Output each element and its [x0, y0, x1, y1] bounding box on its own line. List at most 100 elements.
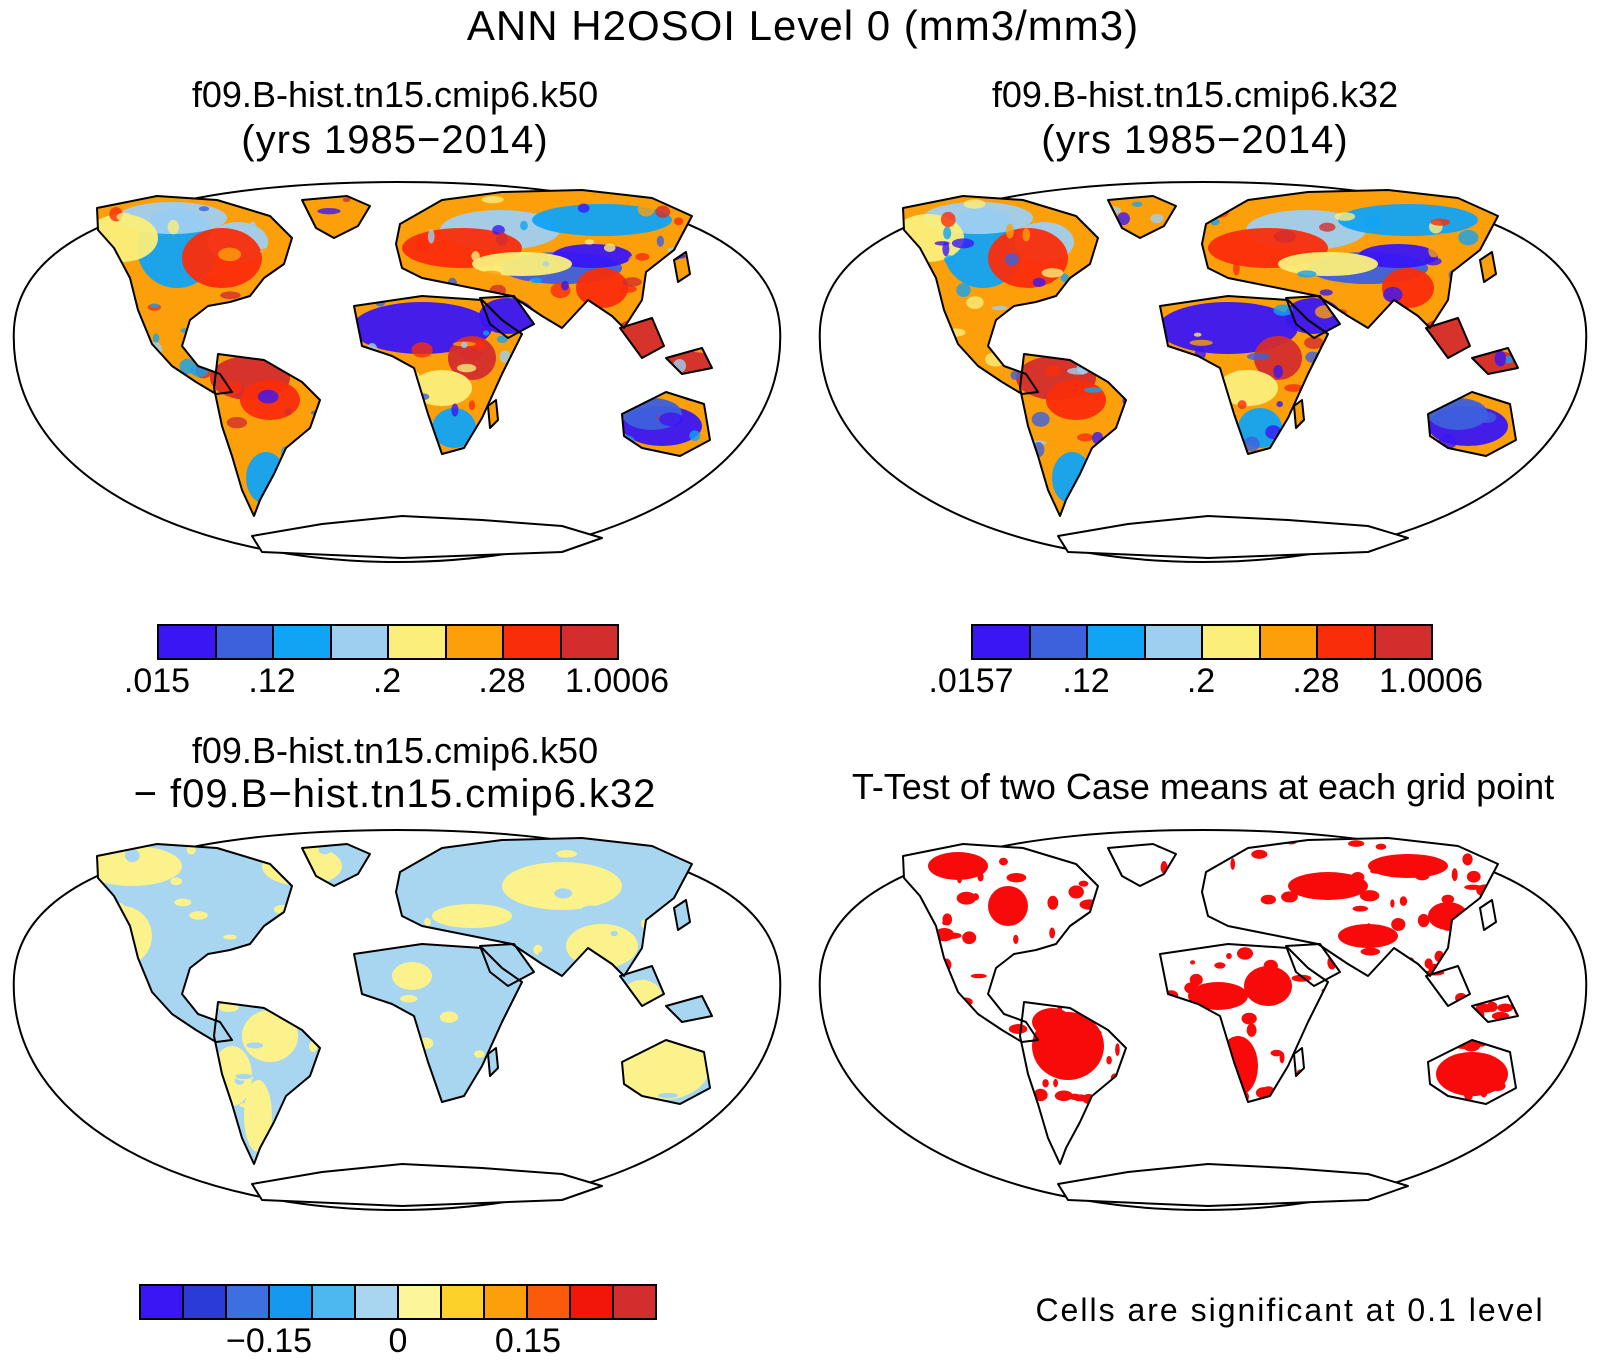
coastline-arabia [1285, 943, 1341, 987]
panel4-title: T-Test of two Case means at each grid po… [851, 766, 1555, 807]
colorbar-swatch [528, 1286, 571, 1318]
colorbar-tick-label: 0 [388, 1322, 408, 1360]
colorbar-tick-label: −0.15 [225, 1322, 313, 1360]
colorbar-swatch [356, 1286, 399, 1318]
coastline-australia [1427, 1039, 1517, 1105]
colorbar-swatch [614, 1286, 655, 1318]
colorbar-swatch [1203, 626, 1261, 658]
colorbar-swatch [571, 1286, 614, 1318]
coastline-antarctica [251, 1163, 603, 1207]
coastline-africa [1159, 295, 1329, 455]
colorbar-swatch [446, 626, 504, 658]
coastline-samerica [213, 353, 321, 517]
coastline-namerica [902, 195, 1099, 395]
coastline-samerica [1019, 1001, 1127, 1165]
panel3-map [12, 828, 782, 1212]
panel2-title: f09.B-hist.tn15.cmip6.k32 [991, 74, 1399, 115]
panel1-subtitle: (yrs 1985−2014) [241, 118, 549, 162]
coastline-sea1 [1425, 317, 1471, 359]
coastline-greenland [1107, 195, 1177, 239]
coastline-eurasia [395, 189, 693, 329]
coastline-australia [1427, 391, 1517, 457]
colorbar-swatch [227, 1286, 270, 1318]
coastline-japan [673, 899, 691, 931]
significance-note: Cells are significant at 0.1 level [1035, 1292, 1545, 1328]
coastline-eurasia [395, 837, 693, 977]
colorbar-swatch [1260, 626, 1318, 658]
colorbar-swatch [141, 1286, 184, 1318]
coastline-eurasia [1201, 837, 1499, 977]
colorbar-tick-label: .28 [478, 662, 526, 700]
coastline-australia [621, 391, 711, 457]
colorbar-tick-label: 1.0006 [565, 662, 669, 700]
panel3-subtitle: − f09.B−hist.tn15.cmip6.k32 [133, 772, 657, 816]
coastline-greenland [1107, 843, 1177, 887]
panel2-map [818, 180, 1588, 564]
colorbar-tick-label: 1.0006 [1379, 662, 1483, 700]
colorbar-tick-label: .12 [248, 662, 296, 700]
coastline-arabia [479, 943, 535, 987]
colorbar-swatch [1318, 626, 1376, 658]
coastline-africa [353, 295, 523, 455]
coastline-sea1 [1425, 965, 1471, 1007]
coastline-madagascar [1293, 399, 1305, 429]
coastline-greenland [301, 843, 371, 887]
coastline-madagascar [487, 1047, 499, 1077]
colorbar-swatch [184, 1286, 227, 1318]
colorbar-swatch [561, 626, 617, 658]
coastline-sea2 [1471, 995, 1519, 1023]
coastline-samerica [213, 1001, 321, 1165]
coastline-sea2 [665, 347, 713, 375]
colorbar-swatch [216, 626, 274, 658]
colorbar-swatch [1145, 626, 1203, 658]
colorbar-tick-label: .015 [123, 662, 191, 700]
coastline-namerica [902, 843, 1099, 1043]
coastline-antarctica [1057, 515, 1409, 559]
colorbar-swatch [1030, 626, 1088, 658]
colorbar-tick-label: .28 [1292, 662, 1340, 700]
coastline-samerica [1019, 353, 1127, 517]
coastline-africa [1159, 943, 1329, 1103]
panel3-colorbar [139, 1284, 657, 1320]
coastline-sea1 [619, 965, 665, 1007]
coastline-arabia [479, 295, 535, 339]
colorbar-tick-label: .2 [1186, 662, 1216, 700]
colorbar-swatch [504, 626, 562, 658]
colorbar-swatch [442, 1286, 485, 1318]
coastline-sea1 [619, 317, 665, 359]
coastline-greenland [301, 195, 371, 239]
colorbar-swatch [313, 1286, 356, 1318]
panel1-title: f09.B-hist.tn15.cmip6.k50 [191, 74, 599, 115]
colorbar-tick-label: .0157 [928, 662, 1014, 700]
colorbar-swatch [399, 1286, 442, 1318]
coastline-madagascar [1293, 1047, 1305, 1077]
coastline-japan [673, 251, 691, 283]
coastline-japan [1479, 899, 1497, 931]
coastline-namerica [96, 843, 293, 1043]
figure-title: ANN H2OSOI Level 0 (mm3/mm3) [466, 2, 1140, 49]
colorbar-tick-label: .12 [1062, 662, 1110, 700]
colorbar-swatch [331, 626, 389, 658]
colorbar-swatch [973, 626, 1031, 658]
coastline-eurasia [1201, 189, 1499, 329]
panel1-colorbar [157, 624, 619, 660]
coastline-arabia [1285, 295, 1341, 339]
colorbar-swatch [1375, 626, 1431, 658]
panel1-map [12, 180, 782, 564]
colorbar-swatch [1088, 626, 1146, 658]
colorbar-tick-label: .2 [372, 662, 402, 700]
coastline-sea2 [665, 995, 713, 1023]
coastline-antarctica [1057, 1163, 1409, 1207]
panel2-subtitle: (yrs 1985−2014) [1041, 118, 1349, 162]
coastline-namerica [96, 195, 293, 395]
colorbar-swatch [389, 626, 447, 658]
colorbar-swatch [159, 626, 217, 658]
colorbar-tick-label: 0.15 [494, 1322, 562, 1360]
colorbar-swatch [270, 1286, 313, 1318]
coastline-australia [621, 1039, 711, 1105]
panel3-title: f09.B-hist.tn15.cmip6.k50 [191, 730, 599, 771]
colorbar-swatch [485, 1286, 528, 1318]
colorbar-swatch [274, 626, 332, 658]
coastline-antarctica [251, 515, 603, 559]
coastline-madagascar [487, 399, 499, 429]
